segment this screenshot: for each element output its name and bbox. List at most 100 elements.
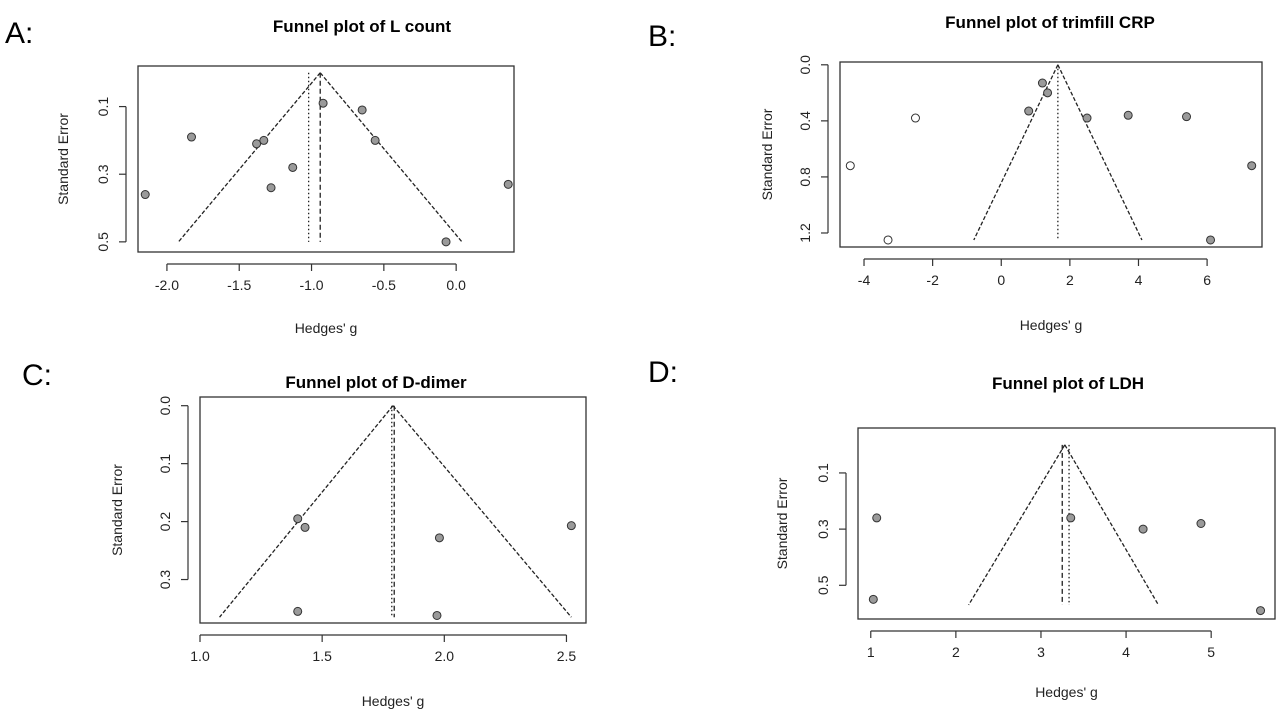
y-tick-label: 0.5 xyxy=(95,232,111,252)
y-axis-label: Standard Error xyxy=(759,108,775,200)
y-tick-label: 0.0 xyxy=(797,55,813,75)
study-point xyxy=(432,610,442,620)
y-tick-label: 0.2 xyxy=(157,512,173,532)
y-tick-label: 0.3 xyxy=(95,164,111,184)
funnel-right-line xyxy=(319,72,463,243)
study-point xyxy=(252,139,262,149)
study-point xyxy=(370,135,380,145)
study-point xyxy=(266,183,276,193)
x-tick-label: -2 xyxy=(926,272,939,288)
x-tick-label: 2.5 xyxy=(557,648,577,664)
study-point xyxy=(1066,513,1076,523)
x-tick-label: -2.0 xyxy=(155,277,179,293)
x-tick-label: 1.0 xyxy=(190,648,210,664)
y-tick-label: 1.2 xyxy=(797,223,813,243)
imputed-study-point xyxy=(910,113,920,123)
x-axis-label: Hedges' g xyxy=(362,693,425,709)
x-tick-label: -4 xyxy=(858,272,871,288)
chart-title: Funnel plot of trimfill CRP xyxy=(945,13,1155,32)
chart-title: Funnel plot of D-dimer xyxy=(285,373,467,392)
study-point xyxy=(872,513,882,523)
x-tick-label: 4 xyxy=(1135,272,1143,288)
funnel-right-line xyxy=(1064,444,1159,606)
imputed-study-point xyxy=(883,235,893,245)
study-point xyxy=(434,533,444,543)
panel-letter: D: xyxy=(648,356,678,389)
y-tick-label: 0.0 xyxy=(157,396,173,416)
study-point xyxy=(1247,161,1257,171)
x-axis-label: Hedges' g xyxy=(1020,317,1083,333)
x-tick-label: -0.5 xyxy=(372,277,396,293)
plot-frame xyxy=(199,396,587,624)
funnel-left-line xyxy=(177,72,321,243)
study-point xyxy=(503,179,513,189)
funnel-right-line xyxy=(1057,64,1143,241)
study-point xyxy=(441,237,451,247)
study-point xyxy=(1196,519,1206,528)
x-tick-label: 0.0 xyxy=(446,277,466,293)
study-point xyxy=(1123,110,1133,120)
study-point xyxy=(259,135,269,145)
x-tick-label: 1.5 xyxy=(312,648,332,664)
study-point xyxy=(300,522,310,532)
study-point xyxy=(357,105,367,115)
panel-letter: B: xyxy=(648,20,676,53)
funnel-chart-3: D: Funnel plot of LDH 1 2 3 4 5 0.1 0.3 0.5 Hedges… xyxy=(648,356,1276,700)
study-point xyxy=(1256,606,1266,616)
study-point xyxy=(1206,235,1216,245)
y-tick-label: 0.3 xyxy=(815,519,831,539)
y-tick-label: 0.1 xyxy=(815,463,831,483)
funnel-chart-2: C: Funnel plot of D-dimer 1.0 1.5 2.0 2.5 0.0 0… xyxy=(22,359,587,709)
x-tick-label: 2.0 xyxy=(435,648,455,664)
chart-title: Funnel plot of L count xyxy=(273,17,451,36)
study-point xyxy=(140,190,150,200)
panel-letter: A: xyxy=(5,17,33,50)
study-point xyxy=(318,98,328,108)
study-point xyxy=(293,606,303,616)
study-point xyxy=(1082,113,1092,123)
x-tick-label: 5 xyxy=(1207,644,1215,660)
study-point xyxy=(566,521,576,531)
y-tick-label: 0.3 xyxy=(157,570,173,590)
imputed-study-point xyxy=(845,161,855,171)
study-point xyxy=(868,594,878,604)
study-point xyxy=(288,162,298,172)
study-point xyxy=(1037,78,1047,88)
study-point xyxy=(293,514,303,524)
x-tick-label: 2 xyxy=(952,644,960,660)
y-tick-label: 0.4 xyxy=(797,111,813,131)
study-point xyxy=(1182,112,1192,122)
y-tick-label: 0.5 xyxy=(815,575,831,595)
x-tick-label: -1.0 xyxy=(299,277,323,293)
study-point xyxy=(187,132,197,142)
x-tick-label: 3 xyxy=(1037,644,1045,660)
funnel-left-line xyxy=(219,405,394,618)
x-tick-label: -1.5 xyxy=(227,277,251,293)
x-tick-label: 1 xyxy=(867,644,875,660)
plot-frame xyxy=(839,61,1263,248)
y-axis-label: Standard Error xyxy=(109,464,125,556)
x-tick-label: 4 xyxy=(1122,644,1130,660)
y-axis-label: Standard Error xyxy=(774,477,790,569)
x-tick-label: 2 xyxy=(1066,272,1074,288)
plot-frame xyxy=(137,65,515,253)
funnel-chart-0: A: Funnel plot of L count -2.0 -1.5 -1.0 -0.5… xyxy=(5,17,515,336)
funnel-right-line xyxy=(392,405,572,618)
x-axis-label: Hedges' g xyxy=(1035,684,1098,700)
chart-title: Funnel plot of LDH xyxy=(992,374,1144,393)
x-tick-label: 6 xyxy=(1203,272,1211,288)
funnel-left-line xyxy=(968,444,1066,606)
study-point xyxy=(1043,88,1053,98)
y-tick-label: 0.1 xyxy=(157,454,173,474)
y-tick-label: 0.1 xyxy=(95,97,111,117)
plot-frame xyxy=(857,427,1276,620)
study-point xyxy=(1024,106,1034,116)
funnel-chart-1: B: Funnel plot of trimfill CRP -4 -2 0 2 4 6 0.0… xyxy=(648,13,1263,333)
panel-letter: C: xyxy=(22,359,52,392)
x-tick-label: 0 xyxy=(997,272,1005,288)
y-tick-label: 0.8 xyxy=(797,167,813,187)
study-point xyxy=(1138,524,1148,534)
x-axis-label: Hedges' g xyxy=(295,320,358,336)
y-axis-label: Standard Error xyxy=(55,113,71,205)
